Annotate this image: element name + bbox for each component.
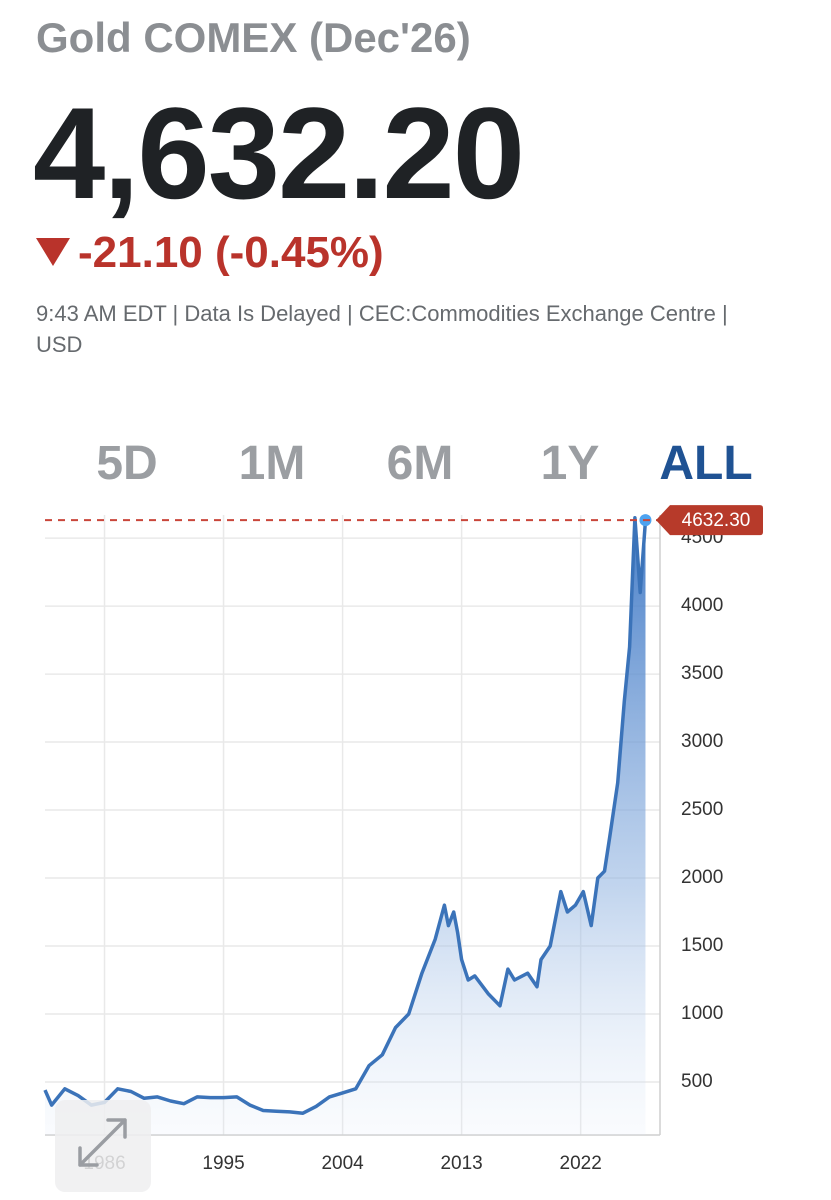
- range-tab[interactable]: 1M: [238, 437, 306, 490]
- x-tick-label: 1995: [202, 1153, 244, 1174]
- quote-change: -21.10 (-0.45%): [78, 228, 384, 277]
- price-label: 4632.30: [682, 510, 751, 531]
- y-tick-label: 4000: [681, 595, 723, 616]
- line: [43, 515, 648, 1115]
- down-arrow-icon: [36, 238, 70, 266]
- expand-button[interactable]: [55, 1100, 151, 1192]
- range-tab[interactable]: 5D: [96, 437, 158, 490]
- expand-icon: [78, 1118, 127, 1167]
- quote-price: 4,632.20: [33, 80, 525, 226]
- range-tab[interactable]: 1Y: [540, 437, 600, 490]
- area: [45, 517, 646, 1135]
- y-tick-label: 1500: [681, 935, 723, 956]
- y-tick-label: 3500: [681, 663, 723, 684]
- range-tab[interactable]: 6M: [386, 437, 454, 490]
- range-tab[interactable]: ALL: [659, 437, 753, 490]
- price-label-box: [656, 505, 763, 536]
- y-tick-label: 2000: [681, 867, 723, 888]
- quote-title: Gold COMEX (Dec'26): [36, 14, 471, 61]
- x-tick-label: 2013: [440, 1153, 482, 1174]
- expand-button-bg: [55, 1100, 151, 1192]
- y-tick-label: 500: [681, 1071, 713, 1092]
- x-tick-label: 2004: [321, 1153, 364, 1174]
- y-tick-label: 2500: [681, 799, 723, 820]
- y-tick-label: 3000: [681, 731, 723, 752]
- y-tick-label: 1000: [681, 1003, 723, 1024]
- x-tick-label: 2022: [560, 1153, 602, 1174]
- quote-info: 9:43 AM EDT | Data Is Delayed | CEC:Comm…: [36, 301, 728, 357]
